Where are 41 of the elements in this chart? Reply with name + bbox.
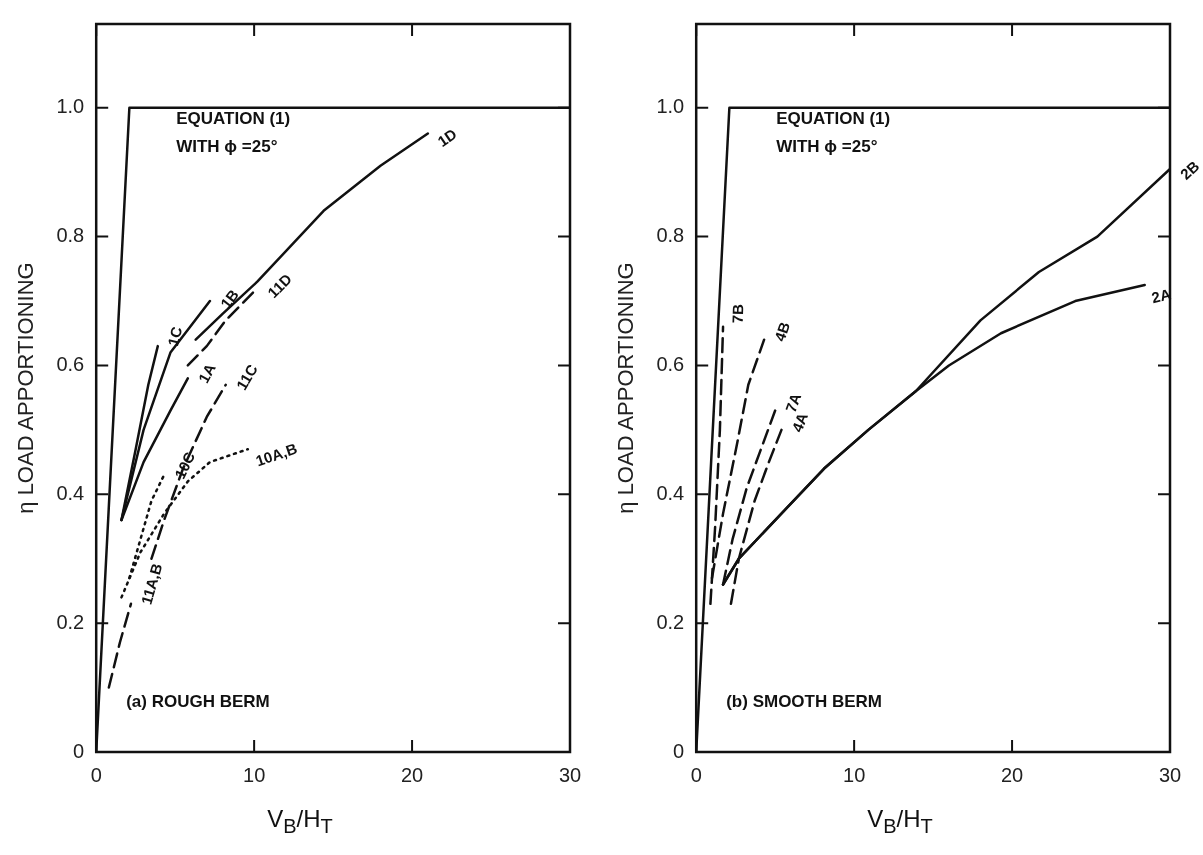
- y-tick-label: 1.0: [656, 95, 685, 118]
- text: 1B: [216, 285, 243, 312]
- text: 2B: [1176, 157, 1203, 183]
- annotation: EQUATION (1): [176, 108, 291, 128]
- text: 11D: [264, 270, 296, 302]
- x-tick-label: 0: [90, 763, 102, 786]
- y-tick-label: 0.2: [56, 610, 85, 633]
- annotation: WITH ϕ =25°: [176, 136, 278, 156]
- y-tick-label: 0: [73, 739, 85, 762]
- x-axis-title: V$_{B}$/H$_{T}$: [266, 805, 334, 838]
- x-tick-label: 20: [1000, 763, 1024, 786]
- y-axis-title: η LOAD APPORTIONING: [13, 262, 39, 514]
- text: 10A,B: [253, 439, 300, 470]
- x-tick-label: 0: [690, 763, 702, 786]
- text: 7B: [728, 303, 747, 324]
- x-tick-label: 10: [843, 763, 866, 786]
- y-tick-label: 0: [673, 739, 685, 762]
- x-axis-title: V$_{B}$/H$_{T}$: [866, 805, 934, 838]
- y-tick-label: 0.2: [656, 610, 685, 633]
- text: 7A: [781, 390, 805, 415]
- annotation: WITH ϕ =25°: [776, 136, 878, 156]
- y-tick-label: 0.6: [656, 352, 685, 375]
- y-tick-label: 0.4: [656, 481, 685, 504]
- x-tick-label: 30: [1158, 763, 1182, 786]
- y-tick-label: 0.8: [656, 224, 685, 247]
- text: 1A: [194, 360, 219, 386]
- y-tick-label: 0.6: [56, 352, 85, 375]
- text: 1D: [434, 125, 460, 150]
- annotation: EQUATION (1): [776, 108, 891, 128]
- y-axis-title: η LOAD APPORTIONING: [613, 262, 639, 514]
- y-tick-label: 0.4: [56, 481, 85, 504]
- x-tick-label: 30: [558, 763, 582, 786]
- y-tick-label: 0.8: [56, 224, 85, 247]
- annotation: (b) SMOOTH BERM: [726, 691, 883, 711]
- y-tick-label: 1.0: [56, 95, 85, 118]
- annotation: (a) ROUGH BERM: [126, 691, 270, 711]
- x-tick-label: 20: [400, 763, 424, 786]
- text: 2A: [1149, 285, 1173, 307]
- text: 4B: [770, 319, 794, 344]
- text: 11A,B: [137, 561, 166, 607]
- x-tick-label: 10: [243, 763, 266, 786]
